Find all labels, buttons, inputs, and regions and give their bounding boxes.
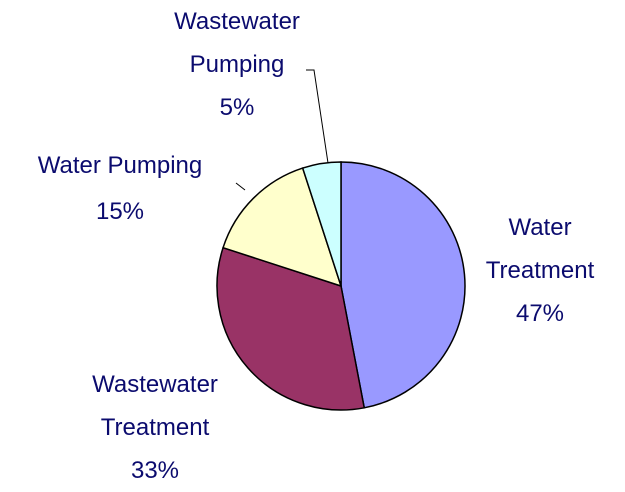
leader-line xyxy=(235,182,246,191)
pie-slice xyxy=(340,161,466,409)
category-label: Water Treatment xyxy=(485,214,595,284)
slice-label: Wastewater Treatment 33% xyxy=(70,363,240,492)
value-label: 33% xyxy=(130,457,180,484)
slice-label: Water Treatment 47% xyxy=(470,206,610,335)
category-label: Wastewater Treatment xyxy=(92,371,218,441)
value-label: 15% xyxy=(95,198,145,225)
value-label: 5% xyxy=(219,94,255,121)
slice-label: Wastewater Pumping 5% xyxy=(152,0,322,129)
pie-slice xyxy=(216,246,366,411)
pie-slice xyxy=(301,161,342,287)
value-label: 47% xyxy=(515,300,565,327)
category-label: Wastewater Pumping xyxy=(174,8,300,78)
category-label: Water Pumping xyxy=(37,152,203,179)
slice-label: Water Pumping 15% xyxy=(0,143,240,235)
leader-line xyxy=(306,69,329,164)
